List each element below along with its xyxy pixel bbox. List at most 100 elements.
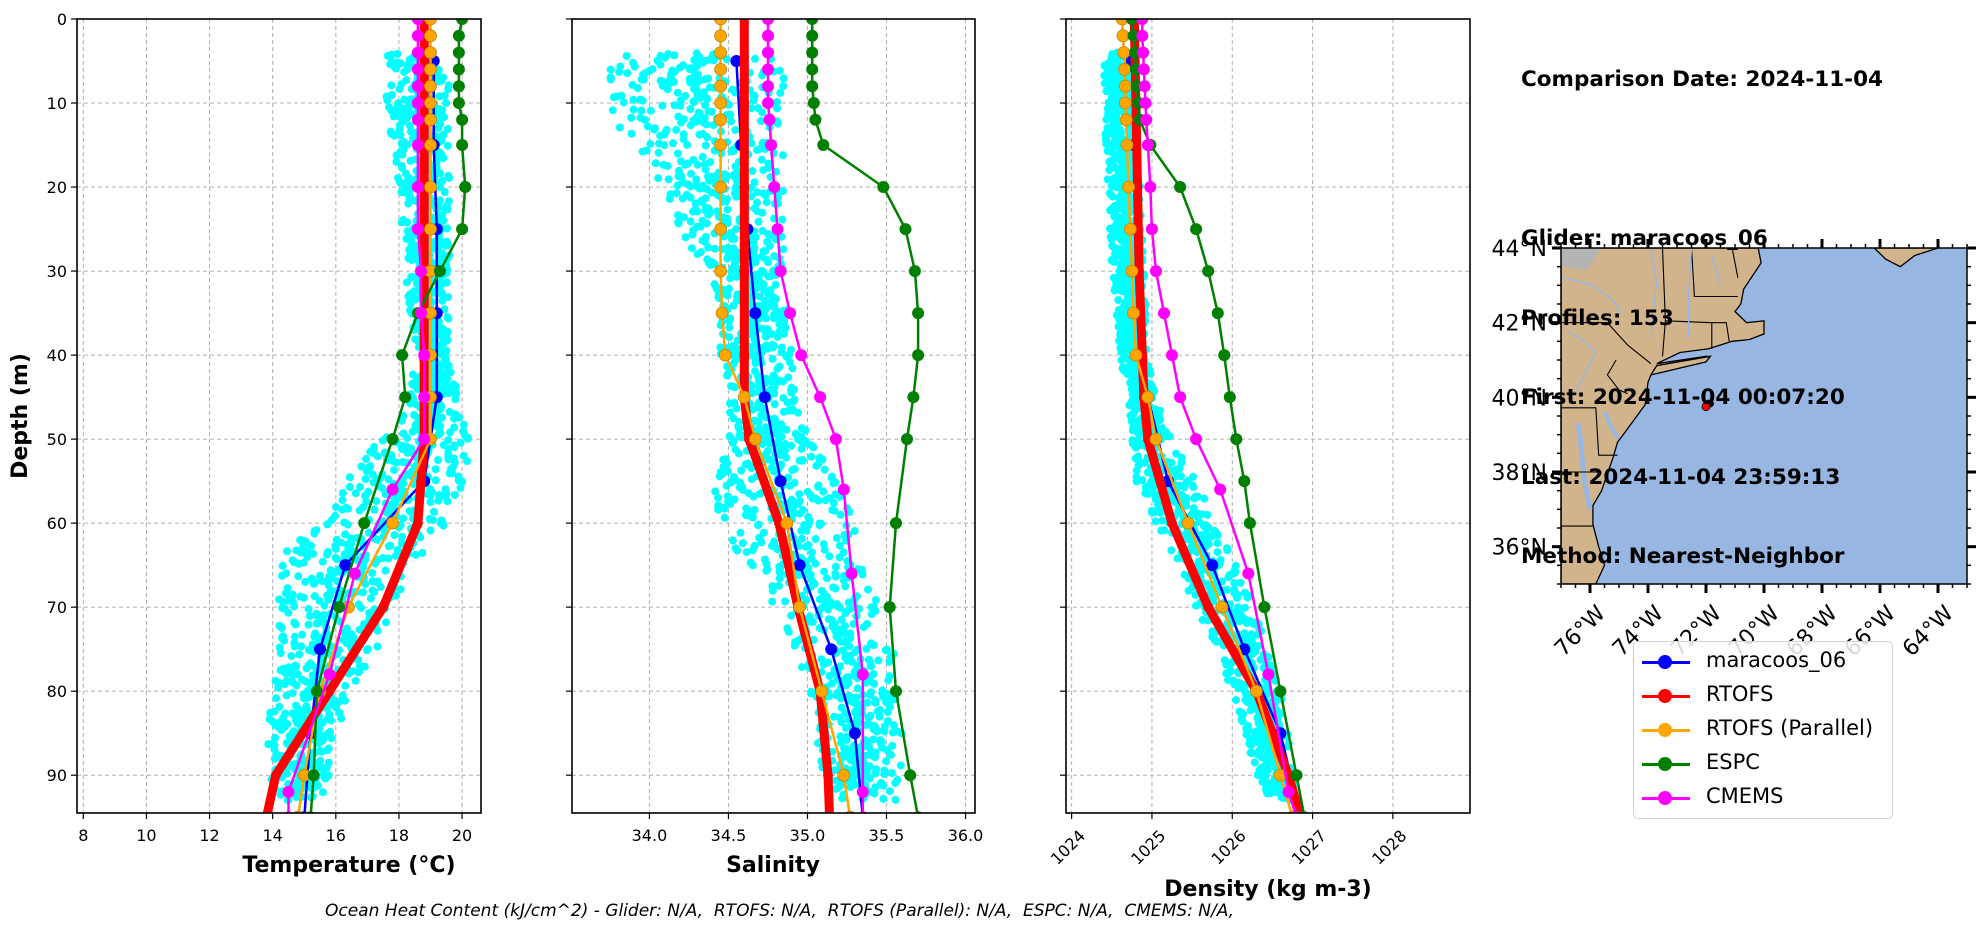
series-point xyxy=(1250,684,1263,698)
series-point xyxy=(1158,307,1170,320)
glider-scatter-point xyxy=(703,255,712,264)
glider-scatter-point xyxy=(608,106,617,115)
glider-scatter-point xyxy=(431,476,440,485)
series-point xyxy=(378,602,389,613)
glider-scatter-point xyxy=(704,107,713,116)
series-point xyxy=(1136,29,1149,42)
glider-scatter-point xyxy=(282,691,291,700)
glider-scatter-point xyxy=(354,668,363,677)
glider-scatter-point xyxy=(779,407,788,416)
glider-scatter-point xyxy=(737,431,746,440)
glider-scatter-point xyxy=(386,127,395,136)
series-point xyxy=(807,97,820,109)
glider-scatter-point xyxy=(837,703,846,712)
info-blank xyxy=(1521,147,1883,174)
series-point xyxy=(452,97,465,109)
series-point xyxy=(348,567,361,580)
glider-scatter-point xyxy=(751,54,759,63)
glider-scatter-point xyxy=(444,171,453,180)
series-point xyxy=(358,517,371,530)
glider-scatter-point xyxy=(889,721,898,730)
glider-scatter-point xyxy=(775,362,784,371)
glider-scatter-point xyxy=(687,169,695,178)
glider-scatter-point xyxy=(1136,439,1145,447)
glider-scatter-point xyxy=(272,694,281,703)
glider-scatter-point xyxy=(411,400,420,409)
glider-scatter-point xyxy=(779,74,788,83)
series-point xyxy=(739,19,750,24)
glider-scatter-point xyxy=(763,565,772,574)
glider-scatter-point xyxy=(692,75,701,84)
glider-scatter-point xyxy=(1129,409,1138,418)
glider-scatter-point xyxy=(411,243,420,252)
glider-scatter-point xyxy=(345,482,354,491)
glider-scatter-point xyxy=(435,148,444,157)
glider-scatter-point xyxy=(280,604,289,613)
glider-scatter-point xyxy=(443,336,452,345)
series-point xyxy=(411,46,424,59)
series-point xyxy=(793,600,806,614)
glider-scatter-point xyxy=(871,607,880,615)
glider-scatter-point xyxy=(1234,603,1242,612)
glider-scatter-point xyxy=(343,540,352,549)
series-point xyxy=(1125,19,1138,25)
glider-scatter-point xyxy=(437,237,446,246)
glider-scatter-point xyxy=(782,425,791,434)
series-point xyxy=(748,432,762,446)
glider-scatter-point xyxy=(840,744,849,753)
glider-scatter-point xyxy=(835,541,844,550)
series-point xyxy=(1174,181,1187,193)
glider-scatter-point xyxy=(851,647,859,656)
glider-scatter-point xyxy=(812,461,821,470)
glider-scatter-point xyxy=(389,112,398,121)
series-point xyxy=(424,180,437,194)
glider-scatter-point xyxy=(866,691,875,699)
plot-area xyxy=(262,19,472,813)
glider-scatter-point xyxy=(808,617,817,626)
series-point xyxy=(416,476,426,487)
series-point xyxy=(714,96,727,110)
glider-scatter-point xyxy=(386,541,395,550)
glider-scatter-point xyxy=(769,457,777,466)
land-long-island xyxy=(1649,355,1712,376)
series-point xyxy=(912,307,925,320)
glider-scatter-point xyxy=(278,561,287,570)
glider-scatter-point xyxy=(393,103,402,112)
glider-scatter-point xyxy=(1119,169,1128,178)
glider-scatter-point xyxy=(1203,580,1212,589)
legend-marker xyxy=(1658,655,1672,669)
glider-scatter-point xyxy=(673,149,682,158)
glider-scatter-point xyxy=(338,691,347,700)
glider-scatter-point xyxy=(797,424,806,433)
glider-scatter-point xyxy=(732,404,741,413)
glider-scatter-point xyxy=(828,472,836,481)
glider-scatter-point xyxy=(1117,281,1126,290)
y-tick-label: 40 xyxy=(47,346,67,365)
glider-scatter-point xyxy=(729,301,738,310)
glider-scatter-point xyxy=(1112,92,1121,101)
legend-label: CMEMS xyxy=(1706,784,1784,808)
glider-scatter-point xyxy=(1118,363,1127,372)
glider-scatter-point xyxy=(351,489,360,498)
glider-scatter-point xyxy=(698,181,707,190)
glider-scatter-point xyxy=(299,707,308,716)
glider-scatter-point xyxy=(1224,676,1232,685)
series-point xyxy=(415,265,427,278)
glider-scatter-point xyxy=(310,592,319,601)
map-lat-label: 36°N xyxy=(1492,536,1547,561)
state-border xyxy=(1690,248,1738,298)
glider-scatter-point xyxy=(720,503,729,512)
series-point xyxy=(1129,348,1143,362)
glider-scatter-point xyxy=(829,479,838,488)
glider-scatter-point xyxy=(1104,77,1113,86)
glider-scatter-point xyxy=(356,482,365,491)
series-point xyxy=(1211,307,1224,320)
glider-scatter-point xyxy=(1204,524,1213,532)
series-point xyxy=(411,181,424,193)
series-point xyxy=(780,516,794,530)
glider-scatter-point xyxy=(743,459,752,468)
glider-scatter-point xyxy=(438,176,447,185)
glider-scatter-point xyxy=(389,61,398,70)
